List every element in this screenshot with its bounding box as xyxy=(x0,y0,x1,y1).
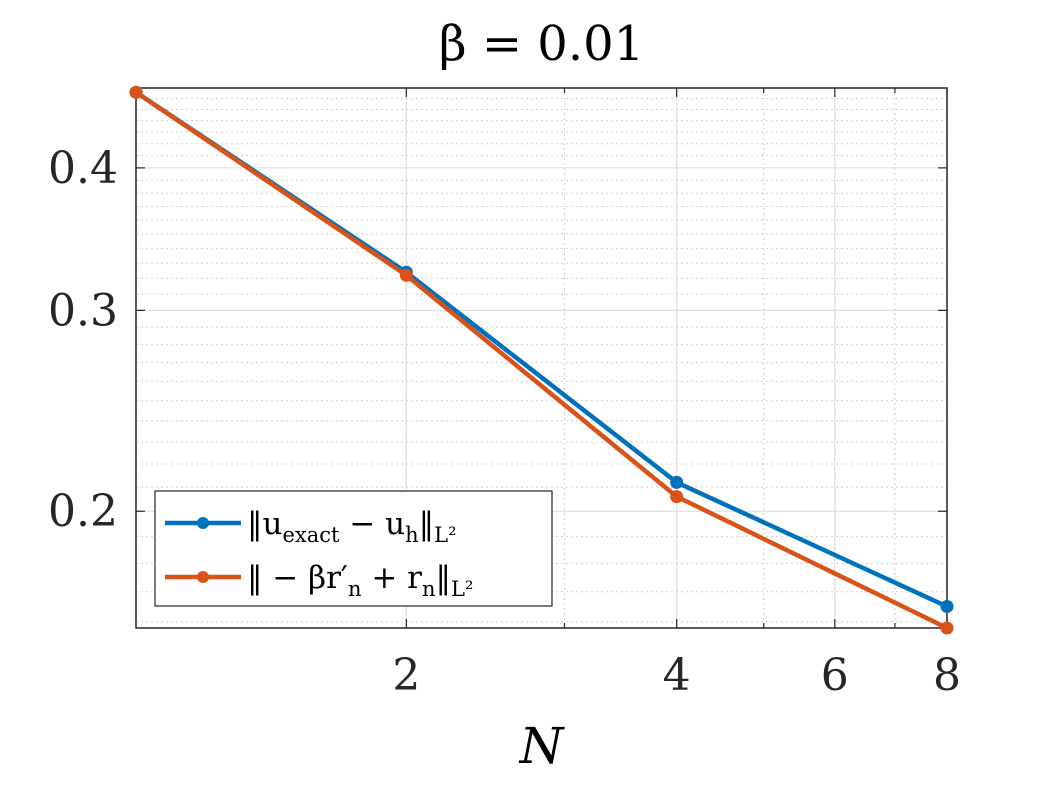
legend-entry-2: ‖ − βr′n + rn‖L² xyxy=(247,560,473,601)
legend-entry-1: ‖uexact − uh‖L² xyxy=(247,506,457,547)
series-1-point xyxy=(670,475,684,489)
legend-label-end: ‖ xyxy=(419,506,435,542)
legend-label-sub3: L² xyxy=(434,523,456,547)
plot-frame xyxy=(135,87,948,629)
y-tick-label: 0.4 xyxy=(48,143,118,194)
legend-label-mid: − u xyxy=(339,506,405,542)
series-line-2 xyxy=(134,90,948,631)
legend-label-sub2: h xyxy=(405,523,419,547)
series xyxy=(129,85,954,635)
legend-box xyxy=(154,490,553,607)
x-tick-label: 4 xyxy=(663,650,691,701)
legend-label-end: ‖ xyxy=(436,560,452,596)
legend-label-sub3: L² xyxy=(451,577,473,601)
ticks: 2 4 6 8 0.2 0.3 0.4 xyxy=(48,88,961,701)
y-tick-label: 0.2 xyxy=(48,486,118,537)
legend-label-main: ‖ − βr′ xyxy=(247,560,348,596)
legend-label-main: ‖u xyxy=(247,506,282,542)
x-axis-label: N xyxy=(519,717,566,775)
y-tick-label: 0.3 xyxy=(48,285,118,336)
legend-label-sub: exact xyxy=(282,523,340,547)
legend-swatch-marker xyxy=(197,517,209,529)
series-2-point xyxy=(670,490,684,504)
legend-label-sub2: n xyxy=(422,577,436,601)
series-2-point xyxy=(940,621,954,635)
x-tick-label: 2 xyxy=(392,650,420,701)
series-1-point xyxy=(940,600,954,614)
legend: ‖uexact − uh‖L²‖ − βr′n + rn‖L² xyxy=(154,490,553,607)
chart-title: β = 0.01 xyxy=(439,16,644,72)
legend-swatch-marker xyxy=(197,571,209,583)
legend-label-sub: n xyxy=(348,577,362,601)
x-tick-label: 8 xyxy=(933,650,961,701)
series-2-point xyxy=(399,268,413,282)
series-2-point xyxy=(129,85,143,99)
legend-label-mid: + r xyxy=(362,560,423,596)
x-tick-label: 6 xyxy=(821,650,849,701)
